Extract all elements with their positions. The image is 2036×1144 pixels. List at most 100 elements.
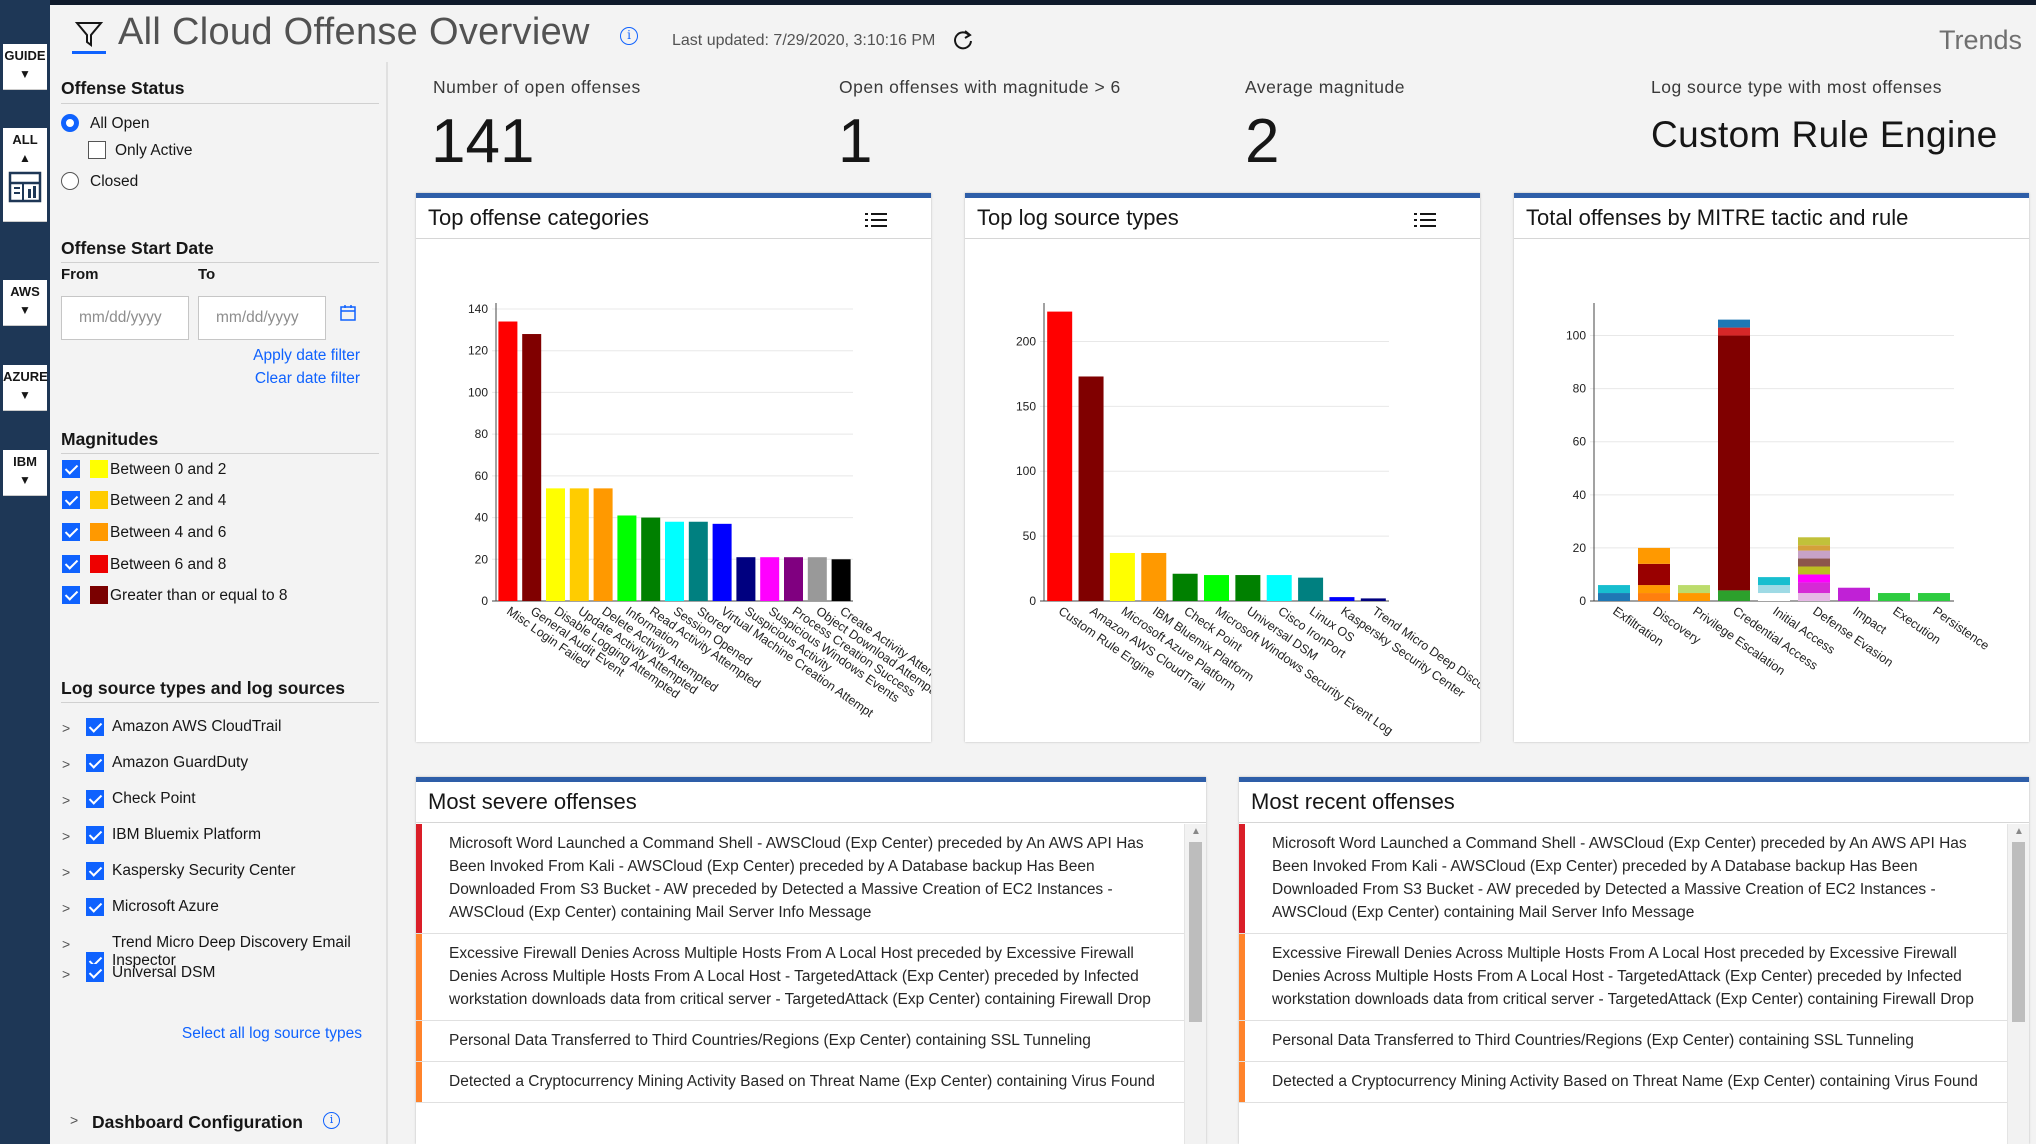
chevron-right-icon[interactable]: > xyxy=(62,756,71,772)
bar xyxy=(641,517,661,601)
severity-indicator xyxy=(416,824,422,933)
magnitude-swatch xyxy=(90,523,108,541)
log-source-checkbox[interactable] xyxy=(86,964,104,982)
offense-row[interactable]: Detected a Cryptocurrency Mining Activit… xyxy=(416,1062,1184,1103)
log-source-checkbox[interactable] xyxy=(86,862,104,880)
bar-segment xyxy=(1718,319,1750,328)
severity-indicator xyxy=(416,1021,422,1061)
magnitude-checkbox[interactable] xyxy=(62,586,80,604)
scroll-up-icon[interactable]: ▲ xyxy=(1191,826,1201,837)
chevron-right-icon[interactable]: > xyxy=(62,792,71,808)
chevron-right-icon[interactable]: > xyxy=(62,720,71,736)
panel-title: Total offenses by MITRE tactic and rule xyxy=(1526,205,1909,230)
trends-link[interactable]: Trends xyxy=(1938,25,2022,55)
bar-segment xyxy=(1598,585,1630,594)
bar-segment xyxy=(1758,585,1790,594)
chevron-right-icon[interactable]: > xyxy=(62,966,71,982)
chevron-right-icon[interactable]: > xyxy=(62,900,71,916)
bar-segment xyxy=(1718,590,1750,601)
radio-closed[interactable] xyxy=(61,172,79,190)
magnitude-swatch xyxy=(90,586,108,604)
radio-closed-label: Closed xyxy=(90,173,139,190)
rail-tab-aws[interactable]: AWS ▼ xyxy=(3,280,47,326)
rail-tab-ibm[interactable]: IBM ▼ xyxy=(3,450,47,496)
log-source-checkbox[interactable] xyxy=(86,898,104,916)
rail-tab-azure[interactable]: AZURE ▼ xyxy=(3,365,48,411)
magnitude-label: Between 6 and 8 xyxy=(110,556,227,573)
chevron-right-icon[interactable]: > xyxy=(62,936,71,952)
scrollbar[interactable]: ▲ xyxy=(2007,824,2029,1144)
bar-segment xyxy=(1638,585,1670,594)
bar xyxy=(498,321,518,601)
log-source-checkbox[interactable] xyxy=(86,826,104,844)
list-view-icon[interactable] xyxy=(865,212,887,228)
bar-segment xyxy=(1798,574,1830,583)
clear-date-filter-link[interactable]: Clear date filter xyxy=(254,370,360,387)
panel-title: Top offense categories xyxy=(428,205,649,230)
y-tick-label: 50 xyxy=(1023,529,1037,543)
offense-text: Microsoft Word Launched a Command Shell … xyxy=(449,835,1144,921)
offense-row[interactable]: Excessive Firewall Denies Across Multipl… xyxy=(416,934,1184,1021)
divider xyxy=(61,702,379,703)
filter-toggle-button[interactable] xyxy=(72,19,106,55)
offense-row[interactable]: Personal Data Transferred to Third Count… xyxy=(416,1021,1184,1062)
kpi-high-magnitude-value: 1 xyxy=(838,107,873,176)
checkbox-only-active[interactable] xyxy=(88,141,106,159)
refresh-icon[interactable] xyxy=(952,29,974,51)
chevron-down-icon: ▼ xyxy=(19,303,31,317)
panel-title: Most severe offenses xyxy=(428,789,637,814)
most-severe-offenses-panel: Most severe offenses Microsoft Word Laun… xyxy=(416,777,1206,1144)
magnitude-checkbox[interactable] xyxy=(62,460,80,478)
y-tick-label: 0 xyxy=(481,594,488,608)
apply-date-filter-link[interactable]: Apply date filter xyxy=(253,347,360,364)
bar-segment xyxy=(1838,587,1870,601)
offense-row[interactable]: Microsoft Word Launched a Command Shell … xyxy=(1239,824,2007,934)
info-icon[interactable]: i xyxy=(323,1112,340,1129)
y-tick-label: 140 xyxy=(468,302,488,316)
y-tick-label: 40 xyxy=(1573,488,1587,502)
bar xyxy=(1298,577,1324,601)
bar xyxy=(1329,597,1355,601)
log-source-checkbox[interactable] xyxy=(86,790,104,808)
rail-tab-guide[interactable]: GUIDE ▼ xyxy=(3,44,47,90)
magnitude-swatch xyxy=(90,460,108,478)
offense-row[interactable]: Detected a Cryptocurrency Mining Activit… xyxy=(1239,1062,2007,1103)
y-tick-label: 0 xyxy=(1579,594,1586,608)
offense-text: Personal Data Transferred to Third Count… xyxy=(1272,1032,1914,1049)
bar-segment xyxy=(1638,563,1670,586)
offense-row[interactable]: Microsoft Word Launched a Command Shell … xyxy=(416,824,1184,934)
rail-tab-label: AWS xyxy=(10,284,40,299)
chevron-right-icon[interactable]: > xyxy=(62,864,71,880)
offense-row[interactable]: Personal Data Transferred to Third Count… xyxy=(1239,1021,2007,1062)
magnitude-checkbox[interactable] xyxy=(62,491,80,509)
scrollbar[interactable]: ▲ xyxy=(1184,824,1206,1144)
scroll-up-icon[interactable]: ▲ xyxy=(2014,826,2024,837)
magnitude-checkbox[interactable] xyxy=(62,523,80,541)
y-tick-label: 120 xyxy=(468,344,488,358)
rail-tab-all[interactable]: ALL ▲ xyxy=(3,128,47,222)
log-source-checkbox[interactable] xyxy=(86,754,104,772)
bar xyxy=(522,334,542,601)
offense-status-heading: Offense Status xyxy=(61,78,185,98)
bar xyxy=(1141,552,1167,601)
log-source-checkbox[interactable] xyxy=(86,718,104,736)
y-tick-label: 40 xyxy=(475,511,489,525)
chevron-right-icon[interactable]: > xyxy=(62,828,71,844)
bar xyxy=(546,488,565,601)
list-view-icon[interactable] xyxy=(1414,212,1436,228)
radio-all-open[interactable] xyxy=(61,114,79,132)
filter-active-indicator xyxy=(72,51,106,54)
magnitude-checkbox[interactable] xyxy=(62,555,80,573)
info-icon[interactable]: i xyxy=(620,27,638,45)
scrollbar-thumb[interactable] xyxy=(2012,842,2025,1022)
scrollbar-thumb[interactable] xyxy=(1189,842,1202,1022)
to-date-input[interactable]: mm/dd/yyyy xyxy=(198,296,326,340)
from-date-input[interactable]: mm/dd/yyyy xyxy=(61,296,189,340)
y-tick-label: 200 xyxy=(1016,334,1036,348)
select-all-log-sources-link[interactable]: Select all log source types xyxy=(181,1025,362,1042)
bar-segment xyxy=(1798,582,1830,594)
offense-row[interactable]: Excessive Firewall Denies Across Multipl… xyxy=(1239,934,2007,1021)
calendar-icon[interactable] xyxy=(339,304,357,322)
